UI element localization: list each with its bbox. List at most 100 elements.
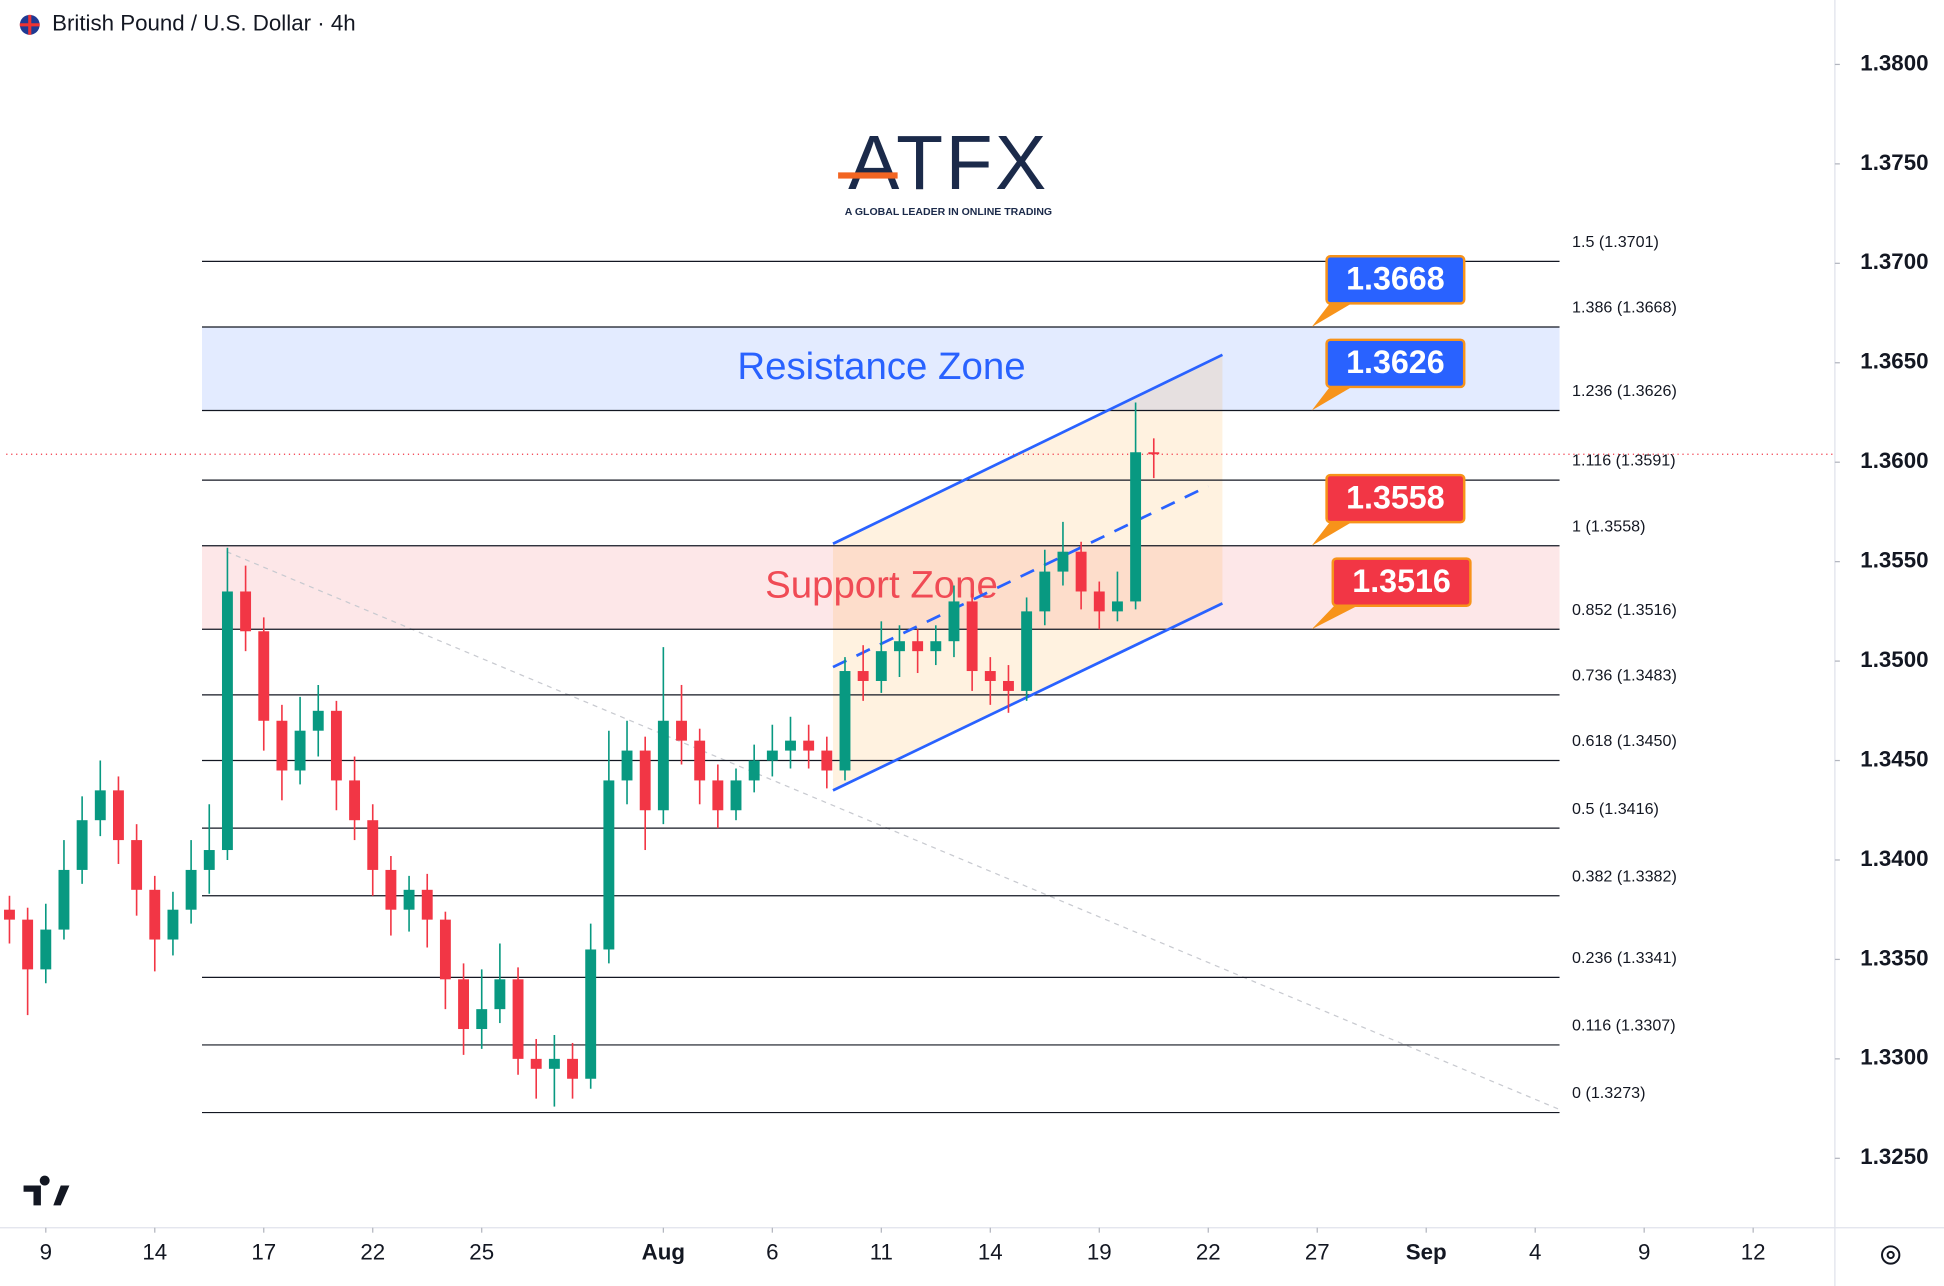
x-tick-label: 25	[469, 1240, 494, 1265]
y-tick-label: 1.3700	[1860, 249, 1928, 274]
fib-label: 1.236 (1.3626)	[1572, 382, 1677, 400]
candle-body	[258, 631, 270, 721]
callout-label: 1.3516	[1352, 563, 1451, 599]
fib-label: 1.5 (1.3701)	[1572, 233, 1659, 251]
callout-box	[1325, 473, 1466, 524]
y-tick-label: 1.3500	[1860, 647, 1928, 672]
candle-body	[803, 740, 815, 751]
candle-body	[821, 750, 833, 771]
logo-bar	[838, 172, 898, 179]
candle-body	[1111, 601, 1123, 612]
channel-upper	[832, 353, 1224, 545]
candle-body	[657, 720, 669, 811]
candle-body	[113, 790, 124, 841]
x-tick-label: 14	[978, 1240, 1003, 1265]
candle-body	[167, 909, 179, 940]
candle-body	[349, 780, 361, 821]
candle-body	[4, 909, 15, 920]
logo-text: ATFX	[848, 120, 1049, 206]
candle-body	[221, 591, 233, 851]
candle-body	[476, 1009, 488, 1030]
candle-body	[748, 760, 760, 781]
fib-label: 0 (1.3273)	[1572, 1084, 1645, 1102]
y-tick-label: 1.3800	[1860, 50, 1928, 75]
candle-body	[494, 979, 506, 1010]
candle-body	[512, 979, 524, 1059]
fib-label: 0.236 (1.3341)	[1572, 949, 1677, 967]
candle-body	[22, 919, 34, 970]
x-tick-label: 22	[1196, 1240, 1221, 1265]
trendline	[226, 551, 1563, 1112]
candle-body	[730, 780, 742, 811]
candle-body	[712, 780, 724, 811]
candle-body	[58, 869, 70, 930]
candle-body	[1021, 611, 1033, 691]
candle-body	[1093, 591, 1105, 612]
candle-body	[766, 750, 778, 761]
fib-label: 0.5 (1.3416)	[1572, 800, 1659, 818]
candle-body	[966, 601, 978, 672]
candle-body	[203, 850, 215, 870]
callout-label: 1.3626	[1346, 344, 1445, 380]
x-tick-label: 11	[870, 1240, 893, 1265]
candle-body	[185, 869, 197, 910]
fib-label: 0.116 (1.3307)	[1572, 1017, 1676, 1035]
candle-body	[240, 591, 252, 632]
y-tick-label: 1.3300	[1860, 1045, 1928, 1070]
candle-body	[984, 671, 996, 681]
candle-body	[294, 730, 306, 771]
candle-body	[694, 740, 706, 781]
candle-body	[548, 1058, 560, 1069]
candle-body	[439, 919, 451, 980]
x-tick-label: 17	[251, 1240, 276, 1265]
candle-body	[421, 889, 433, 920]
candle-body	[458, 979, 470, 1030]
candle-body	[1130, 452, 1142, 602]
candle-body	[367, 820, 379, 870]
candle-body	[639, 750, 651, 811]
fib-label: 0.618 (1.3450)	[1572, 732, 1677, 750]
x-tick-label: 9	[1638, 1240, 1650, 1265]
logo: ATFX A GLOBAL LEADER IN ONLINE TRADING	[838, 120, 1052, 218]
candle-body	[276, 720, 288, 771]
x-tick-label: Aug	[642, 1240, 685, 1265]
x-tick-label: 9	[40, 1240, 52, 1265]
y-tick-label: 1.3250	[1860, 1144, 1928, 1169]
zone-label: Resistance Zone	[737, 345, 1025, 388]
candle-body	[839, 671, 851, 771]
candle-body	[894, 641, 905, 652]
channel-lower	[832, 602, 1224, 792]
fib-label: 1.116 (1.3591)	[1572, 452, 1676, 470]
y-tick-label: 1.3400	[1860, 846, 1928, 871]
candle-body	[1039, 571, 1051, 612]
x-tick-label: 22	[360, 1240, 385, 1265]
callout-box	[1331, 557, 1472, 607]
x-tick-label: 6	[766, 1240, 778, 1265]
candle-body	[912, 641, 924, 652]
y-tick-label: 1.3550	[1860, 548, 1928, 573]
candle-body	[1075, 551, 1087, 592]
tv-logo	[23, 1175, 70, 1206]
candle-body	[875, 651, 887, 681]
x-tick-label: Sep	[1406, 1240, 1447, 1265]
callout-box	[1325, 338, 1466, 389]
candle-body	[530, 1058, 542, 1069]
callout-label: 1.3558	[1346, 479, 1445, 515]
y-tick-label: 1.3650	[1860, 349, 1928, 374]
candle-body	[857, 671, 869, 681]
candle-body	[312, 710, 324, 731]
candle-body	[948, 601, 960, 642]
x-tick-label: 27	[1305, 1240, 1330, 1265]
y-tick-label: 1.3600	[1860, 448, 1928, 473]
candle-body	[785, 740, 796, 751]
candle-body	[1003, 680, 1014, 691]
candle-body	[1148, 452, 1160, 455]
candle-body	[403, 889, 415, 910]
chart-title: British Pound / U.S. Dollar · 4h	[52, 11, 356, 36]
candle-body	[567, 1058, 578, 1079]
candle-body	[94, 790, 106, 821]
y-tick-label: 1.3750	[1860, 150, 1928, 175]
settings-icon[interactable]	[1881, 1245, 1901, 1265]
